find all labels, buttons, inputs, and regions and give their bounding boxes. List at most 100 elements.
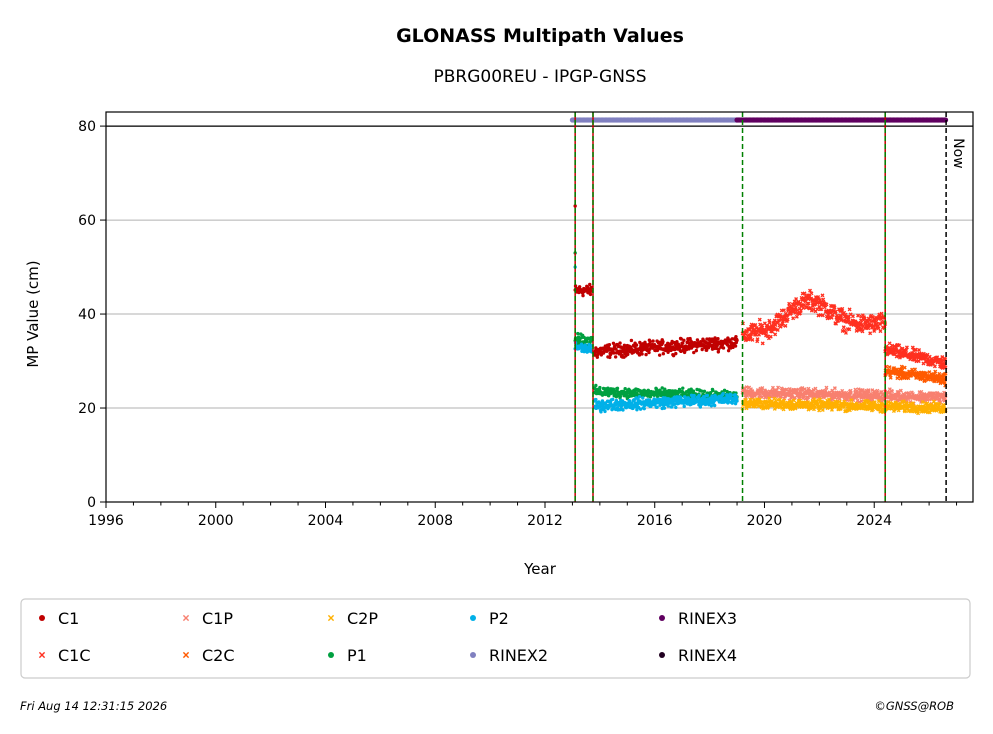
data-point: [798, 311, 803, 316]
data-point: [845, 398, 850, 403]
data-point: [666, 404, 670, 408]
legend-item-rinex4: RINEX4: [659, 646, 737, 665]
data-point: [627, 349, 632, 354]
data-point: [785, 317, 790, 322]
data-point: [796, 387, 801, 392]
series-rinex2: [569, 117, 740, 123]
data-point: [836, 318, 841, 323]
data-point: [630, 403, 634, 407]
data-point: [671, 353, 676, 358]
data-point: [594, 383, 598, 388]
data-point: [717, 347, 721, 351]
data-point: [611, 341, 616, 346]
data-point: [581, 293, 585, 298]
data-point: [599, 410, 603, 414]
x-tick-label: 1996: [88, 513, 124, 529]
legend-item-c1p: C1P: [182, 609, 233, 628]
data-point: [850, 314, 855, 319]
legend-label: RINEX3: [678, 609, 737, 628]
data-point: [878, 321, 883, 326]
data-point: [577, 285, 582, 289]
data-point: [916, 411, 921, 416]
data-point: [876, 326, 881, 331]
legend-label: C1: [58, 609, 79, 628]
legend-label: P1: [347, 646, 367, 665]
data-point: [648, 398, 652, 403]
data-point: [813, 386, 818, 391]
data-point: [470, 652, 476, 658]
data-point: [613, 355, 618, 359]
data-point: [770, 385, 775, 390]
data-point: [874, 322, 879, 327]
data-point: [833, 309, 838, 314]
data-point: [675, 339, 679, 344]
data-point: [781, 398, 786, 403]
data-point: [682, 350, 687, 355]
data-point: [39, 615, 45, 621]
data-point: [594, 397, 598, 402]
data-point: [938, 357, 943, 362]
reference-lines: [106, 112, 973, 502]
data-point: [824, 302, 829, 307]
data-point: [875, 388, 880, 393]
data-point: [598, 385, 602, 390]
data-point: [922, 391, 927, 396]
y-tick-label: 60: [78, 213, 96, 229]
data-point: [589, 335, 593, 340]
data-point: [715, 343, 719, 348]
data-point: [662, 406, 667, 410]
data-point: [860, 329, 865, 334]
legend-item-rinex3: RINEX3: [659, 609, 737, 628]
data-point: [798, 308, 803, 313]
data-point: [631, 406, 635, 411]
data-point: [704, 348, 709, 352]
data-point: [897, 343, 902, 348]
data-point: [849, 391, 854, 396]
series-c2p: [740, 396, 948, 416]
data-point: [635, 402, 640, 407]
series-c1c: [740, 288, 948, 370]
data-point: [776, 318, 781, 323]
y-tick-label: 0: [87, 495, 96, 511]
data-point: [820, 293, 825, 298]
now-annotation: Now: [950, 138, 966, 169]
data-point: [589, 285, 593, 290]
data-point: [621, 408, 625, 412]
data-point: [705, 393, 710, 398]
data-point: [711, 343, 715, 348]
grid-lines: [106, 125, 973, 409]
data-point: [847, 327, 852, 332]
legend-label: C2C: [202, 646, 235, 665]
plot-frame: [105, 111, 974, 503]
legend-label: RINEX2: [489, 646, 548, 665]
data-point: [674, 405, 678, 410]
data-point: [794, 314, 799, 319]
data-point: [832, 305, 837, 310]
data-point: [802, 291, 807, 296]
data-point: [722, 388, 727, 392]
data-point: [637, 395, 642, 399]
data-point: [806, 301, 811, 306]
data-point: [733, 344, 738, 348]
axis-ticks: 1996 2000 2004 2008 2012 2016 2020 2024 0 20 40 60 8…: [78, 119, 958, 529]
data-point: [808, 288, 813, 293]
x-tick-label: 2020: [747, 513, 783, 529]
data-point: [763, 395, 768, 400]
data-point: [644, 352, 648, 357]
data-point: [708, 391, 713, 395]
data-point: [660, 386, 664, 390]
legend: C1 C1C C1P C2C C2P P1 P2 RINEX2 RINEX3 RINEX4: [38, 609, 737, 665]
data-point: [809, 291, 814, 296]
data-point: [791, 398, 796, 403]
data-point: [576, 331, 580, 336]
data-point: [711, 388, 715, 393]
data-point: [744, 385, 749, 390]
data-point: [682, 338, 686, 342]
data-point: [913, 347, 918, 352]
x-tick-label: 2016: [637, 513, 673, 529]
data-point: [820, 408, 825, 413]
data-point: [623, 387, 627, 391]
data-point: [663, 396, 667, 400]
data-point: [768, 334, 773, 339]
data-point: [854, 328, 859, 333]
